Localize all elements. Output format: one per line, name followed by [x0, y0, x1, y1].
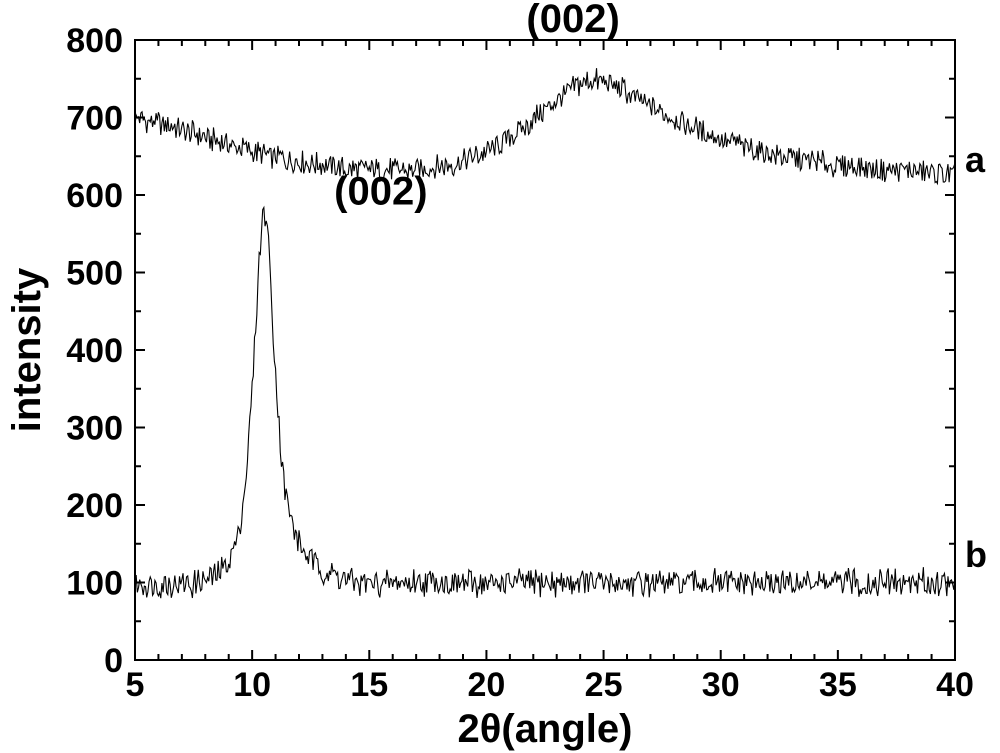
y-tick-label: 300	[66, 410, 123, 448]
y-tick-label: 600	[66, 177, 123, 215]
x-tick-label: 35	[819, 666, 857, 704]
y-tick-label: 400	[66, 332, 123, 370]
y-tick-label: 200	[66, 487, 123, 525]
chart-bg	[0, 0, 1000, 753]
y-tick-label: 500	[66, 255, 123, 293]
x-tick-label: 10	[233, 666, 271, 704]
peak-annotation-1: (002)	[334, 169, 427, 213]
x-tick-label: 20	[468, 666, 506, 704]
series-label-a: a	[965, 139, 986, 180]
xrd-chart: 5 10 15 20 25 30 35 40 2θ(angle) 0 100 200 300 400 500…	[0, 0, 1000, 753]
x-tick-label: 40	[936, 666, 974, 704]
peak-annotation-0: (002)	[526, 0, 619, 41]
y-tick-label: 0	[104, 642, 123, 680]
x-tick-label: 15	[350, 666, 388, 704]
x-tick-label: 25	[585, 666, 623, 704]
y-tick-label: 700	[66, 100, 123, 138]
y-tick-label: 800	[66, 22, 123, 60]
y-axis-title: intensity	[5, 267, 49, 432]
x-tick-label: 5	[126, 666, 145, 704]
series-label-b: b	[965, 534, 987, 575]
x-tick-label: 30	[702, 666, 740, 704]
y-tick-label: 100	[66, 565, 123, 603]
x-axis-title: 2θ(angle)	[458, 707, 633, 751]
